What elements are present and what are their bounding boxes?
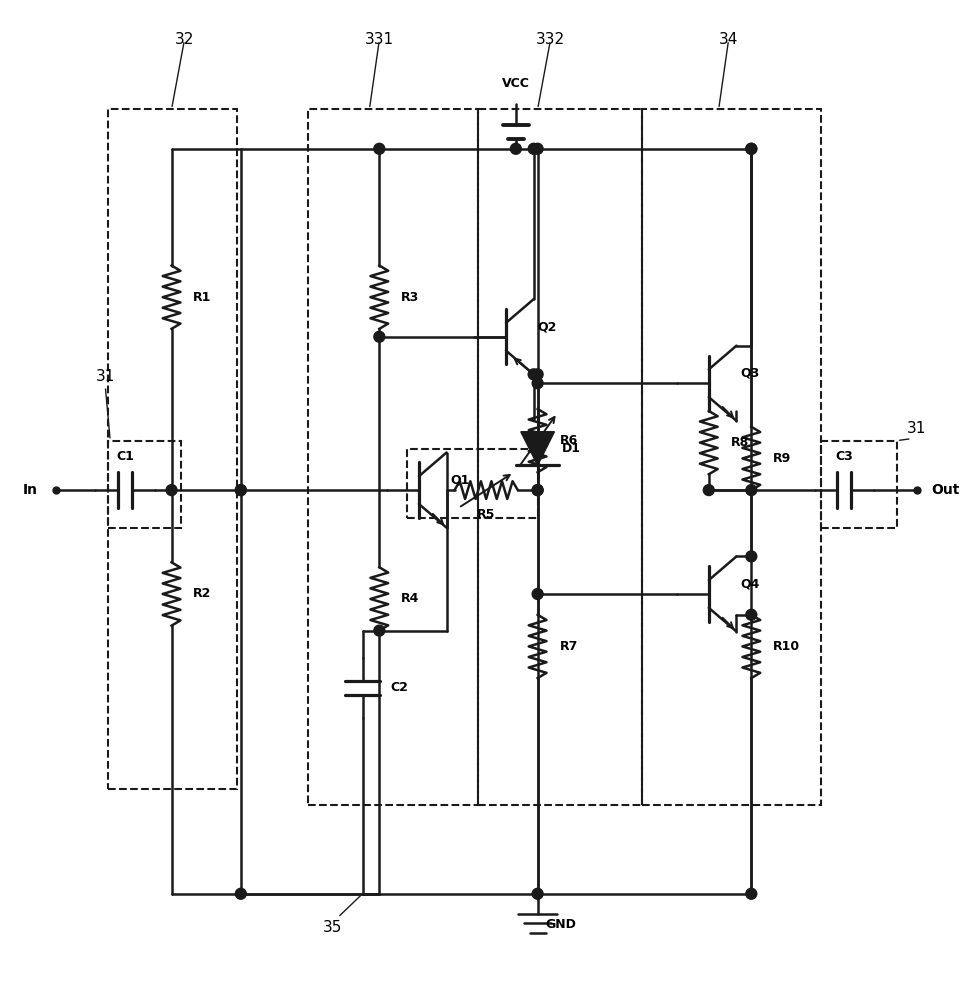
Circle shape <box>528 143 539 154</box>
Circle shape <box>374 331 385 342</box>
Text: Q2: Q2 <box>538 320 557 333</box>
Text: C2: C2 <box>390 681 408 694</box>
Polygon shape <box>521 432 554 465</box>
Circle shape <box>746 551 757 562</box>
Text: Q1: Q1 <box>450 474 469 487</box>
Circle shape <box>532 485 543 496</box>
Text: Q4: Q4 <box>740 578 760 591</box>
Text: 31: 31 <box>907 421 926 436</box>
Circle shape <box>510 143 522 154</box>
Circle shape <box>746 143 757 154</box>
Text: 31: 31 <box>95 369 115 384</box>
Text: 35: 35 <box>323 920 342 935</box>
Text: C3: C3 <box>836 450 853 463</box>
Text: 332: 332 <box>536 32 565 47</box>
Text: In: In <box>23 483 38 497</box>
Text: R7: R7 <box>559 640 577 653</box>
Circle shape <box>235 485 246 496</box>
Text: 32: 32 <box>174 32 194 47</box>
Text: R4: R4 <box>401 592 419 605</box>
Circle shape <box>235 888 246 899</box>
Circle shape <box>746 888 757 899</box>
Text: GND: GND <box>546 918 576 931</box>
Text: R10: R10 <box>773 640 800 653</box>
Circle shape <box>746 485 757 496</box>
Text: R8: R8 <box>731 436 749 449</box>
Circle shape <box>704 485 714 496</box>
Circle shape <box>532 369 543 380</box>
Text: D1: D1 <box>562 442 581 455</box>
Text: R6: R6 <box>559 434 577 447</box>
Text: R5: R5 <box>477 508 495 521</box>
Circle shape <box>532 888 543 899</box>
Text: R3: R3 <box>401 291 419 304</box>
Circle shape <box>166 485 177 496</box>
Circle shape <box>532 378 543 389</box>
Circle shape <box>374 143 385 154</box>
Text: R9: R9 <box>773 452 791 465</box>
Text: 331: 331 <box>364 32 394 47</box>
Circle shape <box>532 589 543 599</box>
Text: C1: C1 <box>116 450 134 463</box>
Circle shape <box>746 143 757 154</box>
Circle shape <box>235 485 246 496</box>
Circle shape <box>532 485 543 496</box>
Text: VCC: VCC <box>502 77 530 90</box>
Circle shape <box>532 143 543 154</box>
Circle shape <box>374 625 385 636</box>
Text: Q3: Q3 <box>740 367 760 380</box>
Text: Out: Out <box>931 483 960 497</box>
Circle shape <box>746 609 757 620</box>
Circle shape <box>528 369 539 380</box>
Text: 34: 34 <box>719 32 738 47</box>
Text: R2: R2 <box>194 587 212 600</box>
Text: R1: R1 <box>194 291 212 304</box>
